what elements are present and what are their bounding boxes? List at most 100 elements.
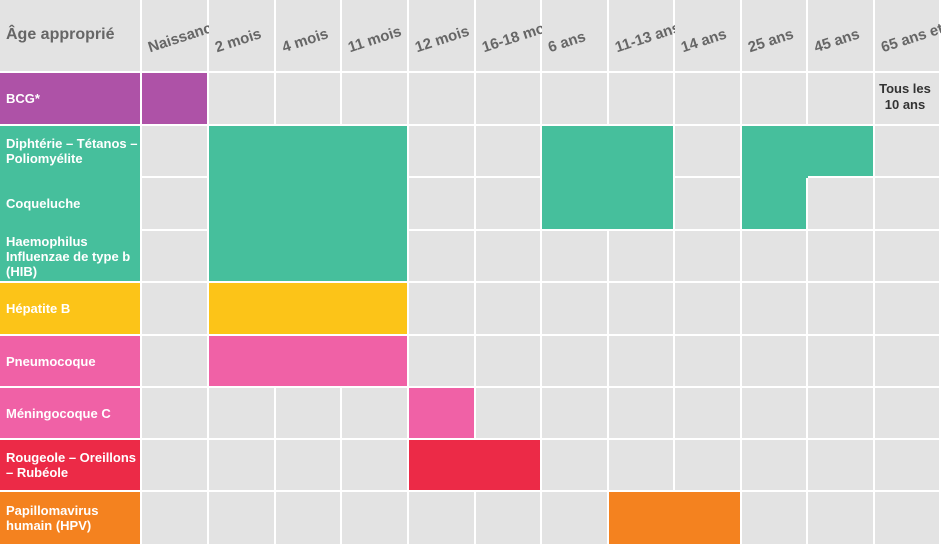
age-header-label: 2 mois xyxy=(213,25,264,57)
dose-cell xyxy=(342,283,407,334)
schedule-cell xyxy=(742,73,806,124)
schedule-cell xyxy=(209,388,274,438)
vaccine-label: Haemophilus Influenzae de type b (HIB) xyxy=(6,233,131,279)
age-header-label: 11-13 ans xyxy=(613,19,683,57)
schedule-cell xyxy=(742,231,806,281)
schedule-cell xyxy=(808,283,873,334)
vaccine-name-cell: Papillomavirus humain (HPV) xyxy=(0,492,140,544)
vaccine-label: BCG* xyxy=(6,91,40,106)
vaccine-label: Méningocoque C xyxy=(6,405,111,421)
age-header-label: 14 ans xyxy=(679,25,729,57)
booster-note: Tous les 10 ans xyxy=(879,81,931,112)
schedule-cell xyxy=(342,388,407,438)
schedule-cell xyxy=(875,336,939,386)
vaccine-name-cell: Haemophilus Influenzae de type b (HIB) xyxy=(0,231,140,281)
schedule-cell xyxy=(142,492,207,544)
schedule-cell xyxy=(476,336,540,386)
schedule-cell xyxy=(476,492,540,544)
schedule-cell xyxy=(409,283,474,334)
schedule-cell xyxy=(875,492,939,544)
schedule-cell xyxy=(675,336,740,386)
schedule-cell xyxy=(409,178,474,229)
schedule-cell xyxy=(875,73,939,124)
dose-cell xyxy=(609,492,675,544)
dose-cell xyxy=(609,126,673,178)
age-header-cell: 12 mois xyxy=(409,0,474,71)
age-header-cell: 45 ans xyxy=(808,0,873,71)
schedule-cell xyxy=(609,73,673,124)
schedule-cell xyxy=(409,336,474,386)
schedule-cell xyxy=(808,336,873,386)
dose-cell xyxy=(542,178,609,229)
age-header-label: 45 ans xyxy=(812,25,862,57)
schedule-cell xyxy=(342,73,407,124)
schedule-cell xyxy=(276,388,340,438)
schedule-cell xyxy=(342,440,407,490)
age-header-cell: 11 mois xyxy=(342,0,407,71)
schedule-cell xyxy=(875,126,939,176)
dose-cell xyxy=(342,126,407,178)
schedule-cell xyxy=(808,231,873,281)
vaccine-name-cell: Hépatite B xyxy=(0,283,140,334)
schedule-cell xyxy=(542,231,607,281)
dose-cell xyxy=(276,126,342,178)
schedule-cell xyxy=(808,440,873,490)
schedule-cell xyxy=(875,283,939,334)
header-title-cell: Âge approprié xyxy=(0,0,140,71)
schedule-cell xyxy=(409,126,474,176)
dose-cell xyxy=(209,178,276,231)
schedule-cell xyxy=(609,231,673,281)
schedule-cell xyxy=(409,492,474,544)
schedule-cell xyxy=(476,126,540,176)
vaccine-label: Coqueluche xyxy=(6,196,81,211)
schedule-cell xyxy=(675,73,740,124)
schedule-cell xyxy=(409,73,474,124)
schedule-cell xyxy=(476,388,540,438)
dose-cell xyxy=(476,440,540,490)
vaccine-name-cell: Pneumocoque xyxy=(0,336,140,386)
schedule-cell xyxy=(609,440,673,490)
schedule-cell xyxy=(542,440,607,490)
schedule-cell xyxy=(808,178,873,229)
schedule-cell xyxy=(476,231,540,281)
schedule-cell xyxy=(542,336,607,386)
vaccine-label: Papillomavirus humain (HPV) xyxy=(6,503,99,533)
dose-cell xyxy=(276,336,342,386)
vaccine-label: Rougeole – Oreillons – Rubéole xyxy=(6,450,137,480)
dose-cell xyxy=(675,492,740,544)
dose-cell xyxy=(409,388,474,438)
vaccine-label: Diphtérie – Tétanos – Poliomyélite xyxy=(6,136,138,166)
schedule-cell xyxy=(142,178,207,229)
dose-cell xyxy=(142,73,207,124)
dose-cell xyxy=(209,336,276,386)
dose-cell xyxy=(276,178,342,231)
dose-cell xyxy=(209,231,276,281)
age-header-cell: 6 ans xyxy=(542,0,607,71)
schedule-cell xyxy=(875,388,939,438)
schedule-cell xyxy=(209,73,274,124)
schedule-cell xyxy=(142,283,207,334)
schedule-cell xyxy=(675,283,740,334)
schedule-cell xyxy=(476,178,540,229)
age-header-label: 65 ans et + xyxy=(879,16,941,57)
schedule-cell xyxy=(675,440,740,490)
schedule-cell xyxy=(276,73,340,124)
dose-cell xyxy=(209,283,276,334)
schedule-cell xyxy=(476,73,540,124)
dose-cell xyxy=(808,126,873,176)
age-header-cell: 2 mois xyxy=(209,0,274,71)
schedule-cell xyxy=(875,231,939,281)
age-header-cell: 14 ans xyxy=(675,0,740,71)
vaccine-label: Hépatite B xyxy=(6,301,71,316)
schedule-cell xyxy=(609,283,673,334)
schedule-cell xyxy=(276,492,340,544)
vaccine-label: Pneumocoque xyxy=(6,353,96,369)
schedule-cell xyxy=(675,388,740,438)
vaccine-name-cell: Diphtérie – Tétanos – Poliomyélite xyxy=(0,126,140,178)
age-header-cell: 65 ans et + xyxy=(875,0,941,71)
dose-cell xyxy=(276,231,342,281)
schedule-cell xyxy=(276,440,340,490)
dose-cell xyxy=(542,126,609,178)
age-header-cell: 11-13 ans xyxy=(609,0,683,71)
